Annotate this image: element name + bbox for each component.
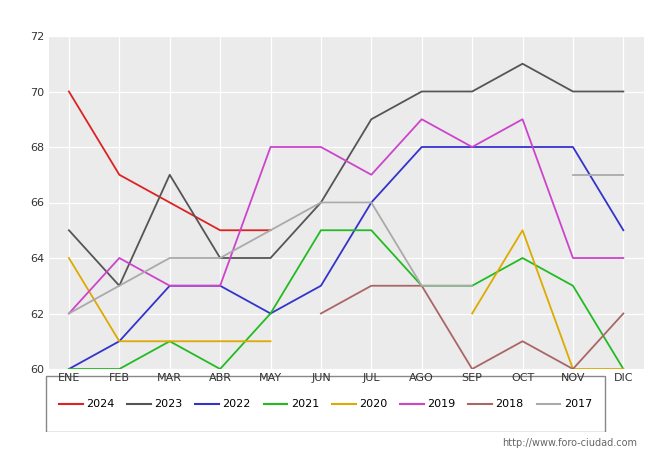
Text: 2021: 2021 xyxy=(291,399,319,409)
Text: 2017: 2017 xyxy=(564,399,592,409)
Text: Afiliados en Viver i Serrateix a 31/5/2024: Afiliados en Viver i Serrateix a 31/5/20… xyxy=(155,8,495,26)
Text: 2020: 2020 xyxy=(359,399,387,409)
Text: 2018: 2018 xyxy=(495,399,524,409)
Text: 2024: 2024 xyxy=(86,399,114,409)
Text: 2019: 2019 xyxy=(427,399,456,409)
FancyBboxPatch shape xyxy=(46,376,605,432)
Text: 2022: 2022 xyxy=(222,399,251,409)
Text: http://www.foro-ciudad.com: http://www.foro-ciudad.com xyxy=(502,438,637,448)
Text: 2023: 2023 xyxy=(154,399,183,409)
